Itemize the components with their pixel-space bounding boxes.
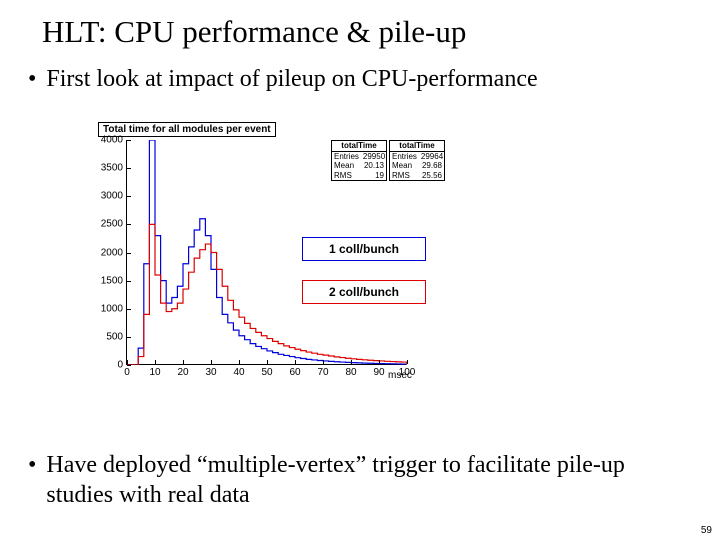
x-tick-label: 20 xyxy=(177,367,188,378)
x-axis-label: msec xyxy=(388,370,423,430)
legend-entry: 2 coll/bunch xyxy=(302,280,426,304)
chart-title: Total time for all modules per event xyxy=(98,122,276,137)
x-tick-label: 60 xyxy=(289,367,300,378)
bullet-text-1: First look at impact of pileup on CPU-pe… xyxy=(46,64,537,94)
bullet-marker: • xyxy=(28,453,36,477)
bullet-text-2: Have deployed “multiple-vertex” trigger … xyxy=(46,450,680,510)
y-tick-label: 2500 xyxy=(95,219,123,230)
stats-box: totalTimeEntries29950Mean20.13RMS19 xyxy=(331,140,387,181)
x-tick-label: 10 xyxy=(149,367,160,378)
x-tick-label: 70 xyxy=(317,367,328,378)
x-tick-label: 80 xyxy=(345,367,356,378)
x-tick-label: 50 xyxy=(261,367,272,378)
y-tick-label: 1500 xyxy=(95,275,123,286)
stats-box: totalTimeEntries29964Mean29.68RMS25.56 xyxy=(389,140,445,181)
y-tick-label: 0 xyxy=(95,360,123,371)
x-tick-label: 40 xyxy=(233,367,244,378)
bullet-1: • First look at impact of pileup on CPU-… xyxy=(0,64,720,94)
y-tick-label: 2000 xyxy=(95,247,123,258)
x-tick-label: 0 xyxy=(124,367,130,378)
bullet-2: • Have deployed “multiple-vertex” trigge… xyxy=(0,450,680,510)
chart-container: Total time for all modules per event 050… xyxy=(88,122,418,402)
x-tick-label: 30 xyxy=(205,367,216,378)
x-tick-label: 90 xyxy=(373,367,384,378)
legend-entry: 1 coll/bunch xyxy=(302,237,426,261)
slide-title: HLT: CPU performance & pile-up xyxy=(0,0,720,50)
y-tick-label: 3500 xyxy=(95,163,123,174)
bullet-marker: • xyxy=(28,67,36,91)
y-tick-label: 4000 xyxy=(95,135,123,146)
plot-area: 0500100015002000250030003500400001020304… xyxy=(126,140,406,365)
y-tick-label: 500 xyxy=(95,331,123,342)
y-tick-label: 1000 xyxy=(95,303,123,314)
page-number: 59 xyxy=(701,525,712,536)
y-tick-label: 3000 xyxy=(95,191,123,202)
